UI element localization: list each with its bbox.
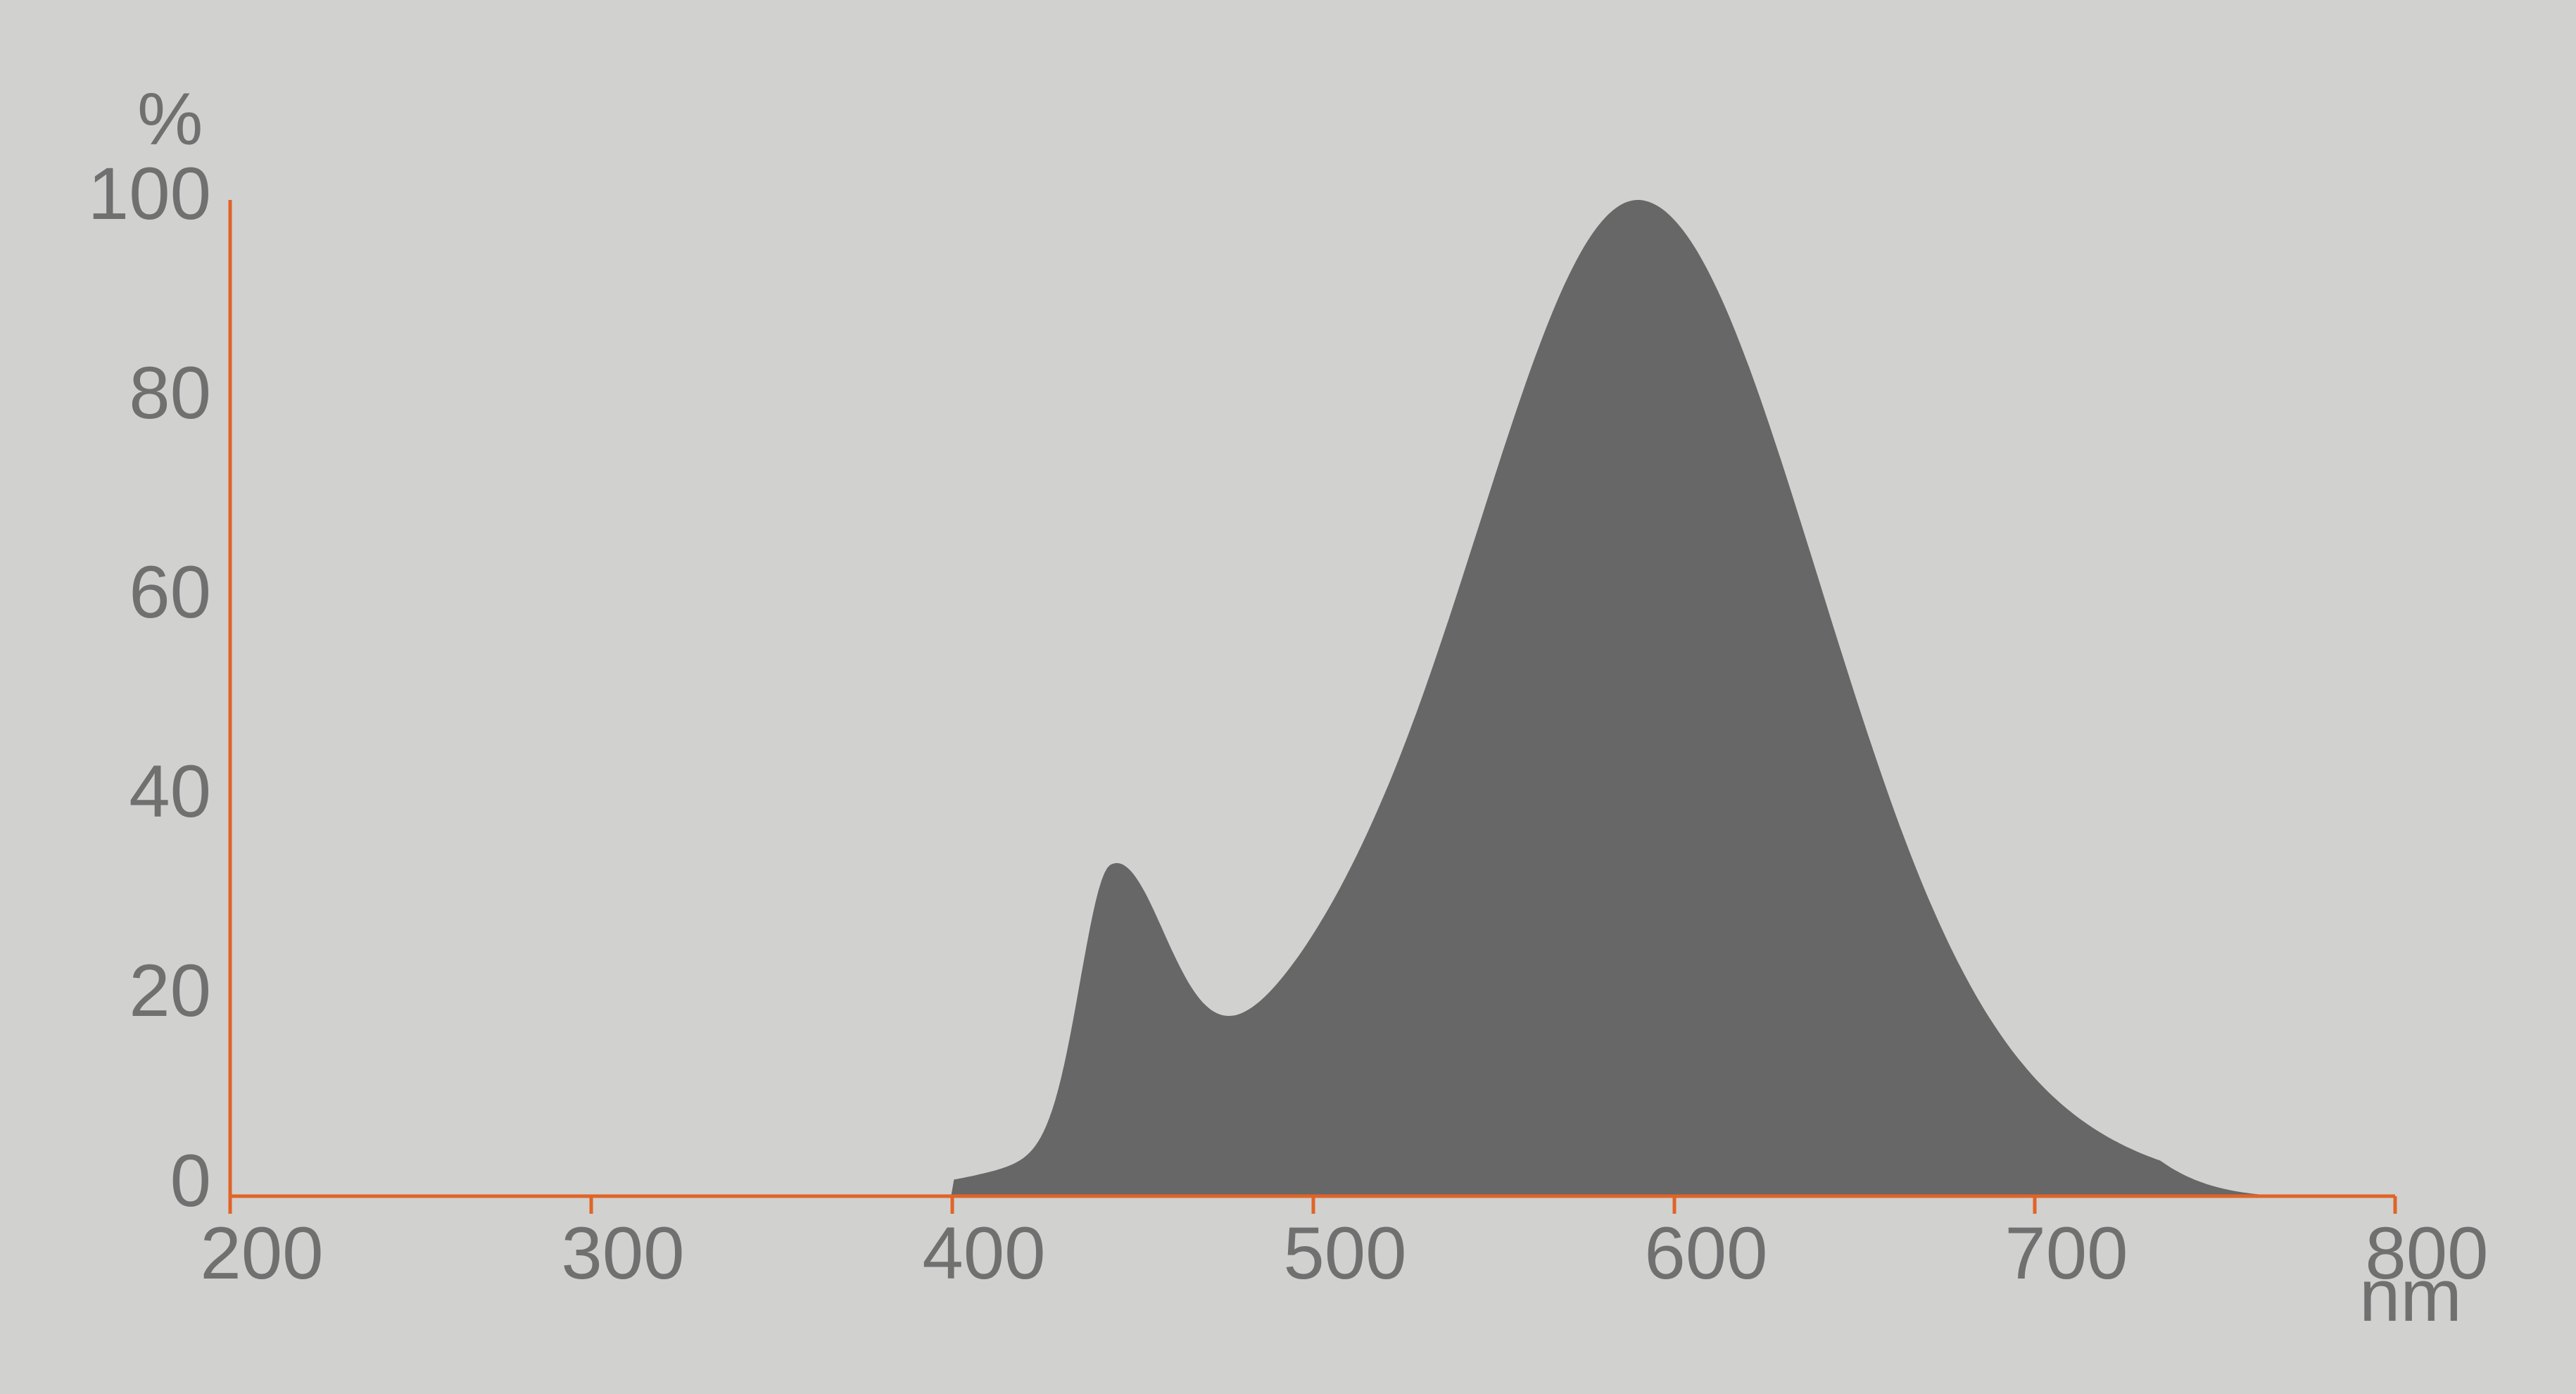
svg-text:60: 60 — [129, 551, 211, 634]
svg-text:100: 100 — [88, 153, 211, 235]
svg-text:500: 500 — [1283, 1212, 1406, 1295]
svg-text:40: 40 — [129, 751, 211, 833]
svg-text:300: 300 — [561, 1212, 684, 1295]
svg-text:200: 200 — [200, 1212, 323, 1295]
svg-text:0: 0 — [170, 1140, 211, 1222]
svg-text:nm: nm — [2359, 1255, 2462, 1337]
svg-text:600: 600 — [1644, 1212, 1767, 1295]
svg-text:400: 400 — [922, 1212, 1045, 1295]
svg-text:80: 80 — [129, 352, 211, 434]
svg-text:20: 20 — [129, 950, 211, 1032]
svg-text:%: % — [137, 78, 203, 161]
svg-text:700: 700 — [2004, 1212, 2128, 1295]
